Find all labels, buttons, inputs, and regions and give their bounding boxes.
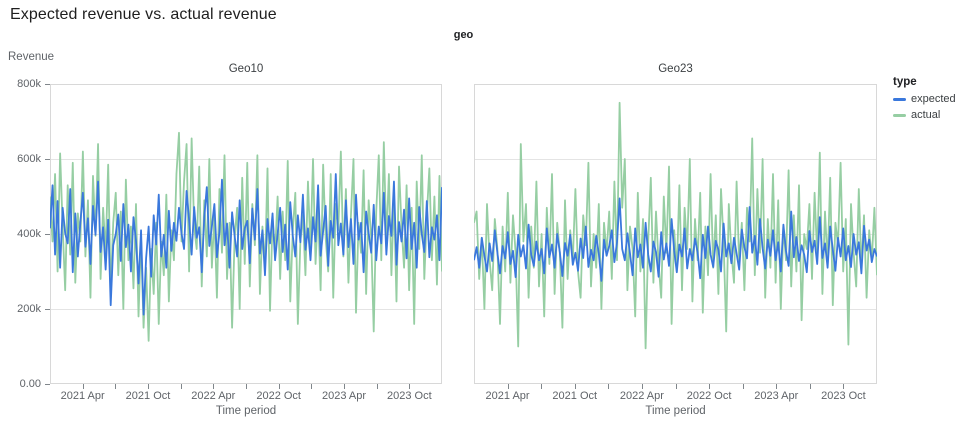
facet-header: geo (453, 29, 474, 41)
x-tick-label: 2021 Oct (125, 390, 171, 402)
line-chart-svg (49, 84, 443, 389)
y-axis-tick-marks (45, 84, 50, 385)
panel-border (474, 84, 877, 384)
x-tick-label: 2022 Oct (686, 390, 732, 402)
x-tick-label: 2022 Oct (256, 390, 301, 402)
actual-line (49, 131, 443, 342)
y-axis-title: Revenue (8, 51, 55, 63)
chart-title: Expected revenue vs. actual revenue (10, 6, 277, 23)
x-tick-label: 2021 Apr (60, 390, 105, 402)
x-tick-label: 2023 Apr (321, 390, 367, 402)
x-tick-label: 2023 Oct (387, 390, 432, 402)
panel-title-geo10: Geo10 (228, 63, 264, 75)
legend-title: type (893, 76, 917, 88)
y-tick-label: 200k (17, 303, 41, 315)
actual-line (473, 101, 878, 350)
x-axis-title-geo10: Time period (215, 405, 277, 417)
y-tick-label: 600k (17, 153, 41, 165)
legend: type expected actual (893, 76, 956, 125)
y-tick-label: 0.00 (19, 378, 41, 390)
x-tick-label: 2021 Oct (552, 390, 598, 402)
x-tick-label: 2022 Apr (191, 390, 236, 402)
line-chart-svg (473, 84, 878, 389)
y-tick-label: 400k (17, 228, 41, 240)
y-tick-label: 800k (17, 78, 41, 90)
plot-area-geo23 (473, 84, 878, 390)
expected-line-swatch-icon (893, 97, 906, 101)
legend-item-expected[interactable]: expected (893, 93, 956, 105)
x-axis-title-geo23: Time period (645, 405, 706, 417)
expected-line (473, 197, 878, 282)
expected-line (49, 173, 443, 316)
legend-item-label: expected (911, 93, 956, 105)
x-axis-tick-labels-geo23: 2021 Apr 2021 Oct 2022 Apr 2022 Oct 2023 Apr… (474, 390, 877, 403)
x-axis-tick-labels-geo10: 2021 Apr 2021 Oct 2022 Apr 2022 Oct 2023 Apr… (50, 390, 442, 403)
x-tick-label: 2023 Apr (754, 390, 799, 402)
x-tick-label: 2022 Apr (619, 390, 664, 402)
legend-item-actual[interactable]: actual (893, 109, 956, 121)
actual-line-swatch-icon (893, 113, 906, 117)
x-tick-label: 2021 Apr (485, 390, 530, 402)
plot-area-geo10 (49, 84, 443, 390)
legend-item-label: actual (911, 109, 941, 121)
panel-title-geo23: Geo23 (658, 63, 693, 75)
y-axis-tick-labels: 800k 600k 400k 200k 0.00 (0, 78, 41, 390)
x-tick-label: 2023 Oct (821, 390, 866, 402)
